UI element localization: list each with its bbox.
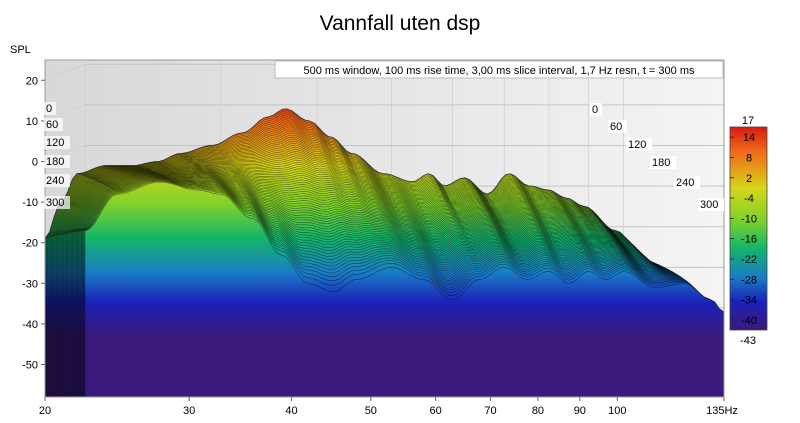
time-label-right: 240	[676, 177, 694, 189]
colorbar-tick-label: -22	[741, 254, 757, 266]
colorbar-bottom-label: -43	[740, 335, 756, 347]
colorbar-tick-label: 2	[746, 173, 752, 185]
colorbar-tick-label: -16	[741, 234, 757, 246]
time-label-left: 60	[46, 119, 58, 131]
x-tick-label: 30	[183, 405, 195, 417]
x-tick-label: 135Hz	[706, 405, 738, 417]
x-tick-label: 70	[484, 405, 496, 417]
y-axis-ticks: 20 10 0 -10 -20 -30 -40 -50	[22, 75, 45, 372]
time-label-left: 300	[46, 197, 64, 209]
y-tick-label: 10	[26, 116, 38, 128]
time-labels-left: 0 60 120 180 240 300	[44, 102, 70, 209]
x-axis-ticks: 20 30 40 50 60 70 80 90 100 135Hz	[39, 397, 738, 417]
time-label-bg	[674, 176, 700, 189]
colorbar-tick-label: -28	[741, 274, 757, 286]
time-label-bg	[608, 120, 627, 133]
time-label-right: 300	[700, 199, 718, 211]
x-tick-label: 100	[608, 405, 626, 417]
colorbar-tick-label: -10	[741, 213, 757, 225]
x-tick-label: 80	[532, 405, 544, 417]
y-tick-label: -10	[22, 197, 38, 209]
x-tick-label: 20	[39, 405, 51, 417]
time-label-right: 180	[652, 157, 670, 169]
colorbar-ticks: 14 8 2 -4 -10 -16 -22 -28 -34 -40	[730, 132, 757, 327]
time-label-bg	[44, 102, 56, 115]
time-label-left: 180	[46, 156, 64, 168]
time-label-bg	[698, 198, 724, 211]
time-labels-right: 0 60 120 180 240 300	[590, 103, 724, 211]
y-tick-label: -30	[22, 278, 38, 290]
time-label-bg	[590, 103, 602, 116]
chart-title: Vannfall uten dsp	[320, 12, 481, 35]
colorbar-tick-label: -4	[744, 193, 754, 205]
colorbar-tick-label: 14	[743, 132, 755, 144]
colorbar-tick-label: -34	[741, 295, 757, 307]
colorbar-tick-label: 8	[746, 152, 752, 164]
time-label-bg	[650, 156, 676, 169]
time-label-bg	[626, 138, 652, 151]
side-gridline	[45, 63, 86, 81]
waterfall-surface	[45, 108, 724, 397]
time-label-bg	[44, 136, 70, 149]
time-label-left: 240	[46, 175, 64, 187]
x-tick-label: 40	[285, 405, 297, 417]
x-tick-label: 60	[430, 405, 442, 417]
waterfall-slice	[84, 181, 724, 397]
time-label-bg	[44, 118, 63, 131]
time-label-right: 0	[592, 104, 598, 116]
y-tick-label: 20	[26, 75, 38, 87]
time-label-bg	[44, 155, 70, 168]
info-box	[274, 60, 724, 79]
time-label-left: 0	[46, 103, 52, 115]
x-tick-label: 50	[365, 405, 377, 417]
time-label-bg	[44, 196, 70, 209]
y-axis-label: SPL	[10, 44, 31, 56]
y-tick-label: -50	[22, 360, 38, 372]
time-label-left: 120	[46, 137, 64, 149]
colorbar-top-label: 17	[742, 115, 754, 127]
colorbar-tick-label: -40	[741, 315, 757, 327]
plot-frame	[44, 59, 725, 398]
plot-area	[44, 59, 725, 398]
y-tick-label: -20	[22, 238, 38, 250]
time-label-right: 120	[628, 139, 646, 151]
colorbar: 17 -43 14 8 2 -4 -10 -16 -22 -28 -34 -40	[729, 115, 768, 347]
y-tick-label: -40	[22, 319, 38, 331]
colorbar-gradient-bar	[729, 126, 768, 331]
x-tick-label: 90	[574, 405, 586, 417]
time-label-bg	[44, 174, 70, 187]
info-text: 500 ms window, 100 ms rise time, 3,00 ms…	[304, 65, 695, 77]
time-label-right: 60	[610, 121, 622, 133]
y-tick-label: 0	[32, 157, 38, 169]
